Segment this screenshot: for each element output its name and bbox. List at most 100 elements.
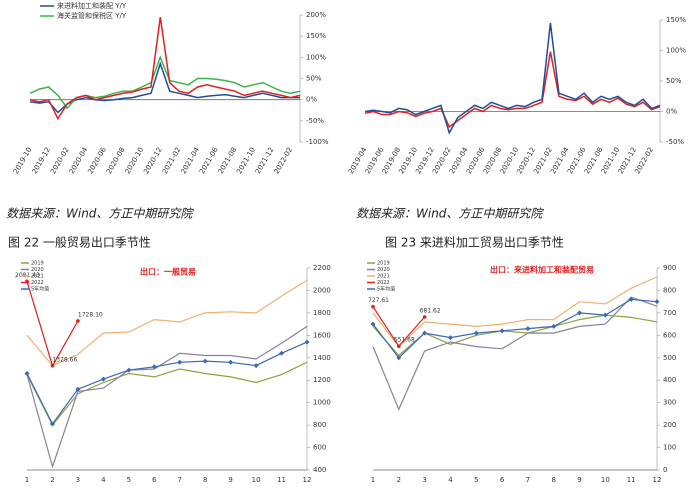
figure-caption: 图 22 一般贸易出口季节性	[8, 235, 151, 250]
y-tick-label: 50%	[666, 77, 682, 85]
x-tick-label: 2	[397, 476, 401, 484]
x-tick-label: 2022-02	[273, 146, 295, 175]
legend-label: 2021	[31, 274, 44, 280]
figure-caption: 图 23 来进料加工贸易出口季节性	[385, 236, 564, 250]
x-tick-label: 9	[228, 476, 232, 484]
x-tick-label: 6	[152, 476, 157, 484]
point-marker	[577, 310, 583, 316]
legend-label: 2021	[377, 274, 390, 280]
source-note: 数据来源：Wind、方正中期研究院	[356, 207, 544, 221]
x-tick-label: 1	[371, 476, 375, 484]
x-tick-label: 9	[577, 476, 581, 484]
point-marker	[396, 355, 402, 361]
x-tick-label: 5	[127, 476, 131, 484]
legend-label: 2022	[31, 280, 44, 286]
legend-label: 2019	[31, 261, 44, 267]
y-tick-label: 200	[663, 421, 676, 429]
x-tick-label: 6	[500, 476, 505, 484]
series-line	[372, 276, 658, 348]
point-marker	[75, 386, 81, 392]
point-marker	[628, 296, 634, 302]
source-note: 数据来源：Wind、方正中期研究院	[6, 207, 194, 221]
point-marker	[654, 299, 660, 305]
x-tick-label: 12	[303, 476, 312, 484]
y-tick-label: 1800	[313, 309, 331, 317]
x-tick-label: 3	[76, 476, 80, 484]
data-label: 551.68	[394, 337, 415, 344]
point-marker	[551, 323, 557, 329]
annotation: 出口：来进料加工和装配贸易	[490, 265, 594, 275]
y-tick-label: 1600	[313, 331, 331, 339]
y-tick-label: 1200	[313, 376, 331, 384]
y-tick-label: -50%	[306, 117, 324, 125]
point-marker	[49, 421, 55, 427]
y-tick-label: -100%	[306, 138, 329, 146]
point-marker	[228, 359, 234, 365]
point-marker	[447, 335, 453, 341]
legend-label: 2020	[377, 267, 390, 273]
point-marker	[422, 315, 427, 319]
point-marker	[126, 367, 132, 373]
annotation: 出口：一般贸易	[140, 267, 196, 277]
legend-label: 5年均值	[377, 286, 395, 293]
point-marker	[499, 328, 505, 334]
legend-label: 来进料加工和装配 Y/Y	[57, 1, 127, 10]
point-marker	[422, 330, 428, 336]
point-marker	[177, 359, 183, 365]
point-marker	[473, 330, 479, 336]
y-tick-label: 150%	[666, 16, 686, 24]
x-tick-label: 5	[474, 476, 478, 484]
series-line	[372, 298, 658, 359]
point-marker	[525, 326, 531, 332]
y-tick-label: 900	[663, 264, 676, 272]
point-marker	[397, 344, 401, 348]
y-tick-label: 2000	[313, 286, 331, 294]
point-marker	[76, 319, 80, 323]
y-tick-label: 0%	[306, 96, 317, 104]
y-tick-label: 500	[663, 354, 676, 362]
point-marker	[50, 363, 55, 368]
x-tick-label: 4	[448, 476, 453, 484]
y-tick-label: 800	[663, 286, 676, 294]
point-marker	[602, 312, 608, 318]
y-tick-label: 400	[313, 466, 326, 474]
legend-label: 2022	[377, 280, 390, 286]
y-tick-label: 100%	[306, 53, 326, 61]
y-tick-label: 600	[313, 444, 326, 452]
y-tick-label: 150%	[306, 32, 326, 40]
y-tick-label: 1000	[313, 399, 331, 407]
series-line	[29, 55, 301, 110]
y-tick-label: 100%	[666, 47, 686, 55]
x-tick-label: 11	[277, 476, 286, 484]
y-tick-label: 100	[663, 444, 676, 452]
x-tick-label: 10	[601, 476, 610, 484]
point-marker	[151, 364, 157, 370]
x-tick-label: 7	[177, 476, 181, 484]
x-tick-label: 2	[50, 476, 54, 484]
y-tick-label: 300	[663, 399, 676, 407]
point-marker	[202, 358, 208, 364]
y-tick-label: 200%	[306, 11, 326, 19]
point-marker	[370, 321, 376, 327]
x-tick-label: 8	[203, 476, 207, 484]
point-marker	[279, 350, 285, 356]
point-marker	[253, 363, 259, 369]
x-tick-label: 7	[526, 476, 530, 484]
x-tick-label: 3	[422, 476, 426, 484]
point-marker	[24, 370, 30, 376]
legend-label: 海关监管和保税区 Y/Y	[57, 11, 127, 20]
y-tick-label: 1400	[313, 354, 331, 362]
series-line	[372, 314, 658, 357]
y-tick-label: 50%	[306, 75, 322, 83]
series-line	[372, 296, 658, 411]
data-label: 681.62	[420, 308, 441, 315]
series-line	[26, 325, 308, 469]
x-tick-label: 8	[551, 476, 555, 484]
x-tick-label: 4	[101, 476, 106, 484]
y-tick-label: 2200	[313, 264, 331, 272]
point-marker	[371, 304, 375, 309]
point-marker	[100, 376, 106, 382]
y-tick-label: 800	[313, 421, 326, 429]
series-line	[26, 281, 79, 368]
